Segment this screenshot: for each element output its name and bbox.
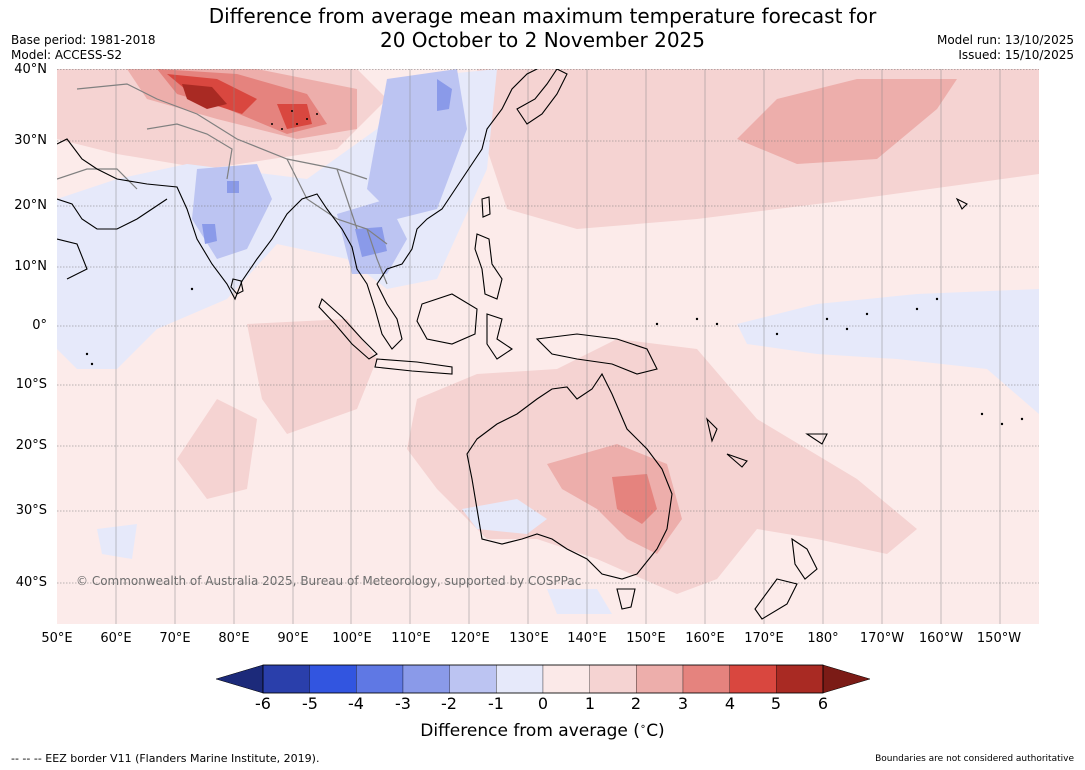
colorbar-tick: -1 bbox=[488, 694, 504, 713]
lat-tick: 40°N bbox=[14, 62, 47, 77]
small-islands bbox=[85, 110, 1024, 426]
lon-tick: 100°E bbox=[332, 631, 372, 646]
anomaly-shading bbox=[57, 69, 1039, 614]
colorbar-bin bbox=[776, 664, 824, 694]
colorbar-frame bbox=[262, 664, 824, 694]
issued-text: Issued: 15/10/2025 bbox=[958, 48, 1074, 62]
anomaly-region bbox=[547, 589, 612, 614]
colorbar-label-unit: C) bbox=[646, 721, 665, 741]
anomaly-region bbox=[182, 84, 227, 109]
coastlines bbox=[57, 69, 968, 620]
anomaly-region bbox=[247, 319, 377, 434]
map-copyright: © Commonwealth of Australia 2025, Bureau… bbox=[76, 574, 581, 588]
colorbar-bin bbox=[682, 664, 730, 694]
lon-tick: 160°E bbox=[685, 631, 725, 646]
colorbar-bin bbox=[729, 664, 777, 694]
model-text: Model: ACCESS-S2 bbox=[11, 48, 123, 62]
boundary-note: Boundaries are not considered authoritat… bbox=[875, 754, 1074, 764]
colorbar-extend-low bbox=[216, 664, 264, 694]
colorbar-bins bbox=[262, 664, 824, 694]
colorbar-tick: -3 bbox=[395, 694, 411, 713]
lat-tick: 40°S bbox=[15, 575, 47, 590]
colorbar-tick: 6 bbox=[817, 694, 829, 713]
colorbar-extend-high bbox=[822, 664, 870, 694]
base-period-text: Base period: 1981-2018 bbox=[11, 33, 156, 47]
lon-tick: 140°E bbox=[567, 631, 607, 646]
colorbar-bin bbox=[449, 664, 497, 694]
model-run-text: Model run: 13/10/2025 bbox=[936, 33, 1074, 47]
title-line-2: 20 October to 2 November 2025 bbox=[379, 28, 706, 52]
anomaly-region bbox=[97, 524, 137, 559]
lon-tick: 170°E bbox=[744, 631, 784, 646]
lon-tick: 150°E bbox=[626, 631, 666, 646]
eez-note: -- -- -- EEZ border V11 (Flanders Marine… bbox=[11, 752, 320, 765]
colorbar-bin bbox=[356, 664, 404, 694]
lon-tick: 180° bbox=[807, 631, 839, 646]
colorbar-bin bbox=[542, 664, 590, 694]
country-borders bbox=[57, 83, 388, 285]
colorbar-bin bbox=[262, 664, 310, 694]
lat-tick: 30°S bbox=[15, 503, 47, 518]
colorbar-tick: -6 bbox=[255, 694, 271, 713]
colorbar-tick: 3 bbox=[677, 694, 689, 713]
lat-tick: 20°N bbox=[14, 198, 47, 213]
colorbar-bin bbox=[496, 664, 544, 694]
meta-right: Model run: 13/10/2025 Issued: 15/10/2025 bbox=[937, 33, 1074, 63]
lat-tick: 0° bbox=[32, 318, 47, 333]
lon-tick: 60°E bbox=[100, 631, 132, 646]
lon-tick: 110°E bbox=[391, 631, 431, 646]
colorbar-tick: 5 bbox=[770, 694, 782, 713]
lat-tick: 30°N bbox=[14, 133, 47, 148]
lon-tick: 120°E bbox=[450, 631, 490, 646]
colorbar-bin bbox=[589, 664, 637, 694]
lon-tick: 160°W bbox=[918, 631, 964, 646]
lon-tick: 70°E bbox=[159, 631, 191, 646]
anomaly-region bbox=[737, 79, 957, 164]
colorbar bbox=[216, 664, 870, 694]
colorbar-tick: -4 bbox=[348, 694, 364, 713]
forecast-map: © Commonwealth of Australia 2025, Bureau… bbox=[57, 69, 1039, 624]
chart-title: Difference from average mean maximum tem… bbox=[0, 4, 1085, 52]
colorbar-bin bbox=[402, 664, 450, 694]
colorbar-tick: 1 bbox=[584, 694, 596, 713]
lon-tick: 150°W bbox=[976, 631, 1022, 646]
lat-tick: 20°S bbox=[15, 438, 47, 453]
lon-tick: 90°E bbox=[277, 631, 309, 646]
colorbar-bin bbox=[309, 664, 357, 694]
meta-left: Base period: 1981-2018 Model: ACCESS-S2 bbox=[11, 33, 156, 63]
anomaly-region bbox=[437, 79, 452, 111]
anomaly-region bbox=[202, 224, 217, 244]
anomaly-region bbox=[227, 181, 239, 193]
lat-tick: 10°S bbox=[15, 377, 47, 392]
anomaly-region bbox=[462, 499, 547, 534]
colorbar-label-main: Difference from average ( bbox=[420, 721, 640, 741]
colorbar-tick: 4 bbox=[724, 694, 736, 713]
colorbar-tick: -2 bbox=[441, 694, 457, 713]
lon-tick: 50°E bbox=[41, 631, 73, 646]
colorbar-tick: -5 bbox=[302, 694, 318, 713]
anomaly-region bbox=[737, 289, 1039, 414]
colorbar-tick: 2 bbox=[630, 694, 642, 713]
lon-tick: 130°E bbox=[509, 631, 549, 646]
degree-sign-icon: ∘ bbox=[639, 721, 647, 733]
anomaly-region bbox=[547, 444, 682, 554]
title-line-1: Difference from average mean maximum tem… bbox=[208, 4, 877, 28]
anomaly-region bbox=[177, 399, 257, 499]
lon-tick: 170°W bbox=[859, 631, 905, 646]
lat-tick: 10°N bbox=[14, 259, 47, 274]
colorbar-tick: 0 bbox=[537, 694, 549, 713]
meridians bbox=[115, 69, 1001, 624]
lon-tick: 80°E bbox=[218, 631, 250, 646]
colorbar-label: Difference from average (∘C) bbox=[0, 721, 1085, 741]
anomaly-region bbox=[277, 104, 312, 129]
colorbar-bin bbox=[636, 664, 684, 694]
